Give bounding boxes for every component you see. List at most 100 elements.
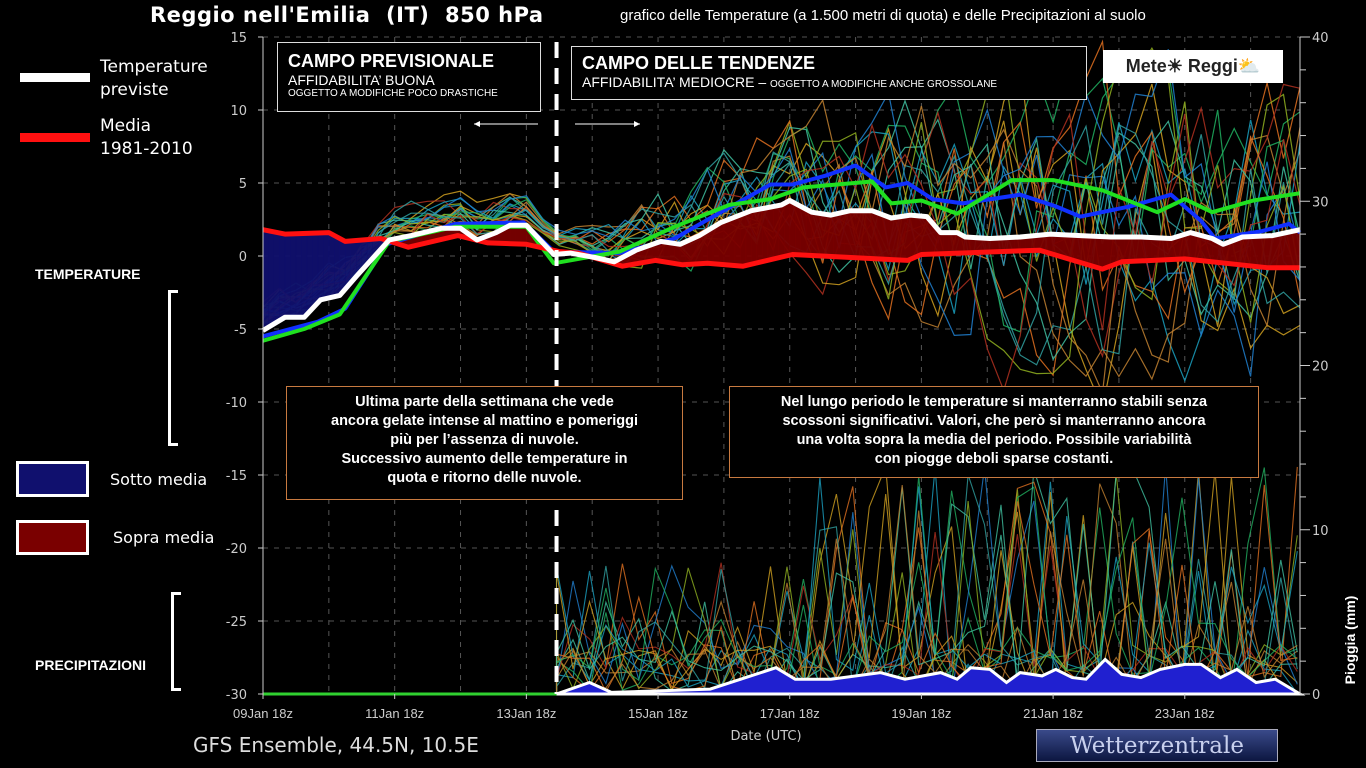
y-tick-label: -20 xyxy=(226,542,247,557)
above-mean-fill xyxy=(877,212,884,260)
ensemble-precip-line xyxy=(555,465,1298,695)
below-mean-fill xyxy=(290,233,297,318)
forecast-panel-title: CAMPO PREVISIONALE xyxy=(288,51,495,71)
above-mean-fill xyxy=(910,214,917,260)
below-mean-fill xyxy=(295,233,302,318)
ensemble-members xyxy=(262,39,1301,696)
ensemble-precip-line xyxy=(555,466,1298,695)
above-mean-fill xyxy=(718,220,725,265)
y-tick-label: 0 xyxy=(239,250,247,265)
above-mean-fill xyxy=(816,212,823,257)
x-tick-label: 13Jan 18z xyxy=(496,706,556,721)
legend-mean-label: Media 1981-2010 xyxy=(100,116,193,159)
y-tick-label: -25 xyxy=(226,615,247,630)
above-mean-fill xyxy=(773,205,780,260)
above-mean-fill xyxy=(1096,236,1103,270)
below-mean-fill xyxy=(279,232,286,322)
above-mean-fill xyxy=(1277,232,1284,268)
above-mean-fill xyxy=(866,210,873,259)
legend-forecast-label: Temperature previste xyxy=(100,57,208,100)
note-line: una volta sopra la media del periodo. Po… xyxy=(796,432,1192,448)
forecast-panel: CAMPO PREVISIONALE AFFIDABILITA’ BUONA O… xyxy=(277,42,541,112)
above-mean-fill xyxy=(844,210,851,258)
above-mean-fill xyxy=(882,214,889,260)
above-mean-fill xyxy=(1146,237,1153,261)
above-mean-fill xyxy=(745,210,752,266)
forecast-panel-note: OGGETTO A MODIFICHE POCO DRASTICHE xyxy=(288,88,498,99)
above-mean-fill xyxy=(943,232,950,254)
y-tick-label: -10 xyxy=(226,396,247,411)
above-mean-fill xyxy=(1261,235,1268,268)
above-mean-fill xyxy=(838,211,845,258)
above-mean-fill xyxy=(762,207,769,262)
ensemble-precip-line xyxy=(555,467,1298,695)
note-line: quota e ritorno delle nuvole. xyxy=(387,470,582,486)
above-mean-fill xyxy=(756,208,763,264)
mean-line xyxy=(262,227,1300,272)
legend-mean-swatch xyxy=(20,133,90,142)
above-mean-fill xyxy=(723,218,730,266)
note-line: Nel lungo periodo le temperature si mant… xyxy=(780,394,1208,410)
precip-bracket xyxy=(171,592,181,691)
above-mean-fill xyxy=(1288,230,1295,268)
ensemble-precip-line xyxy=(555,484,1298,695)
legend-forecast-swatch xyxy=(20,73,90,82)
above-mean-fill xyxy=(800,205,807,256)
note-line: più per l’assenza di nuvole. xyxy=(390,432,579,448)
section-temperature-label: TEMPERATURE xyxy=(35,266,141,282)
above-mean-fill xyxy=(1085,235,1092,267)
above-mean-fill xyxy=(833,212,840,258)
x-axis-label: Date (UTC) xyxy=(730,729,801,744)
above-mean-fill xyxy=(1255,235,1262,268)
y-right-tick-label: 10 xyxy=(1312,524,1329,539)
y-tick-label: 15 xyxy=(230,31,247,46)
ensemble-precip-line xyxy=(555,503,1298,695)
ensemble-precip-line xyxy=(555,486,1298,695)
above-mean-fill xyxy=(1118,236,1125,264)
above-mean-fill xyxy=(827,214,834,257)
above-mean-fill xyxy=(1135,236,1142,262)
above-mean-fill xyxy=(1074,235,1081,263)
axes: 15 10 5 0 -5 -10 -15 -20 -25 -30 40 30 20 10 0 09Jan 18… xyxy=(226,31,1329,721)
above-mean-fill xyxy=(811,211,818,257)
above-mean-fill xyxy=(1140,236,1147,262)
below-mean-fill xyxy=(284,233,291,318)
ensemble-precip-line xyxy=(555,477,1298,695)
above-mean-fill xyxy=(1200,235,1207,262)
ensemble-precip-line xyxy=(555,485,1298,695)
note-short-term: Ultima parte della settimana che vede an… xyxy=(286,386,683,500)
y-tick-label: -30 xyxy=(226,688,247,703)
y-tick-label: -15 xyxy=(226,469,247,484)
above-mean-fill xyxy=(794,203,801,256)
x-tick-label: 21Jan 18z xyxy=(1023,706,1083,721)
ensemble-member-line xyxy=(262,134,1301,366)
y-right-tick-label: 20 xyxy=(1312,360,1329,375)
above-mean-fill xyxy=(1239,236,1246,266)
x-tick-label: 15Jan 18z xyxy=(628,706,688,721)
above-mean-fill xyxy=(948,232,955,254)
x-tick-label: 09Jan 18z xyxy=(233,706,293,721)
x-tick-label: 17Jan 18z xyxy=(760,706,820,721)
above-mean-fill xyxy=(789,200,796,256)
ensemble-member-line xyxy=(262,49,1301,337)
below-mean-fill xyxy=(317,232,324,304)
below-mean-fill xyxy=(306,232,313,316)
legend-above-swatch xyxy=(16,520,89,555)
legend-above-label: Sopra media xyxy=(113,528,215,547)
below-mean-fill xyxy=(262,229,269,331)
above-mean-fill xyxy=(1080,235,1087,265)
note-line: ancora gelate intense al mattino e pomer… xyxy=(331,413,638,429)
above-mean-fill xyxy=(1190,232,1197,261)
legend-below-label: Sotto media xyxy=(110,470,208,489)
arrow-right-icon xyxy=(575,121,640,127)
note-line: Successivo aumento delle temperature in xyxy=(341,451,628,467)
arrow-left-icon xyxy=(474,121,538,127)
below-mean-fill xyxy=(312,232,319,310)
y-right-tick-label: 30 xyxy=(1312,195,1329,210)
above-mean-fill xyxy=(899,215,906,261)
meteoreggio-logo: Mete☀ Reggi⛅ xyxy=(1103,50,1283,83)
y-tick-label: 10 xyxy=(230,104,247,119)
above-mean-fill xyxy=(1195,233,1202,261)
below-mean-fill xyxy=(268,230,275,328)
wetterzentrale-logo: Wetterzentrale xyxy=(1036,729,1278,762)
